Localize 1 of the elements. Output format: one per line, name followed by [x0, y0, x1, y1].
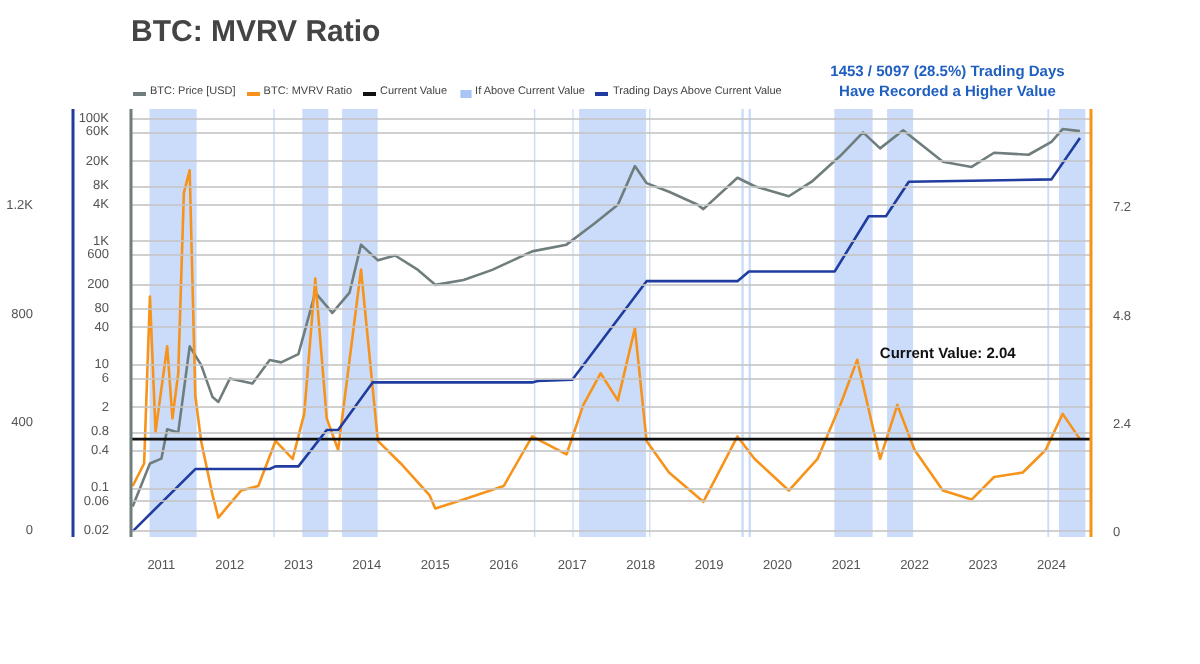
- chart-title: BTC: MVRV Ratio: [131, 15, 381, 49]
